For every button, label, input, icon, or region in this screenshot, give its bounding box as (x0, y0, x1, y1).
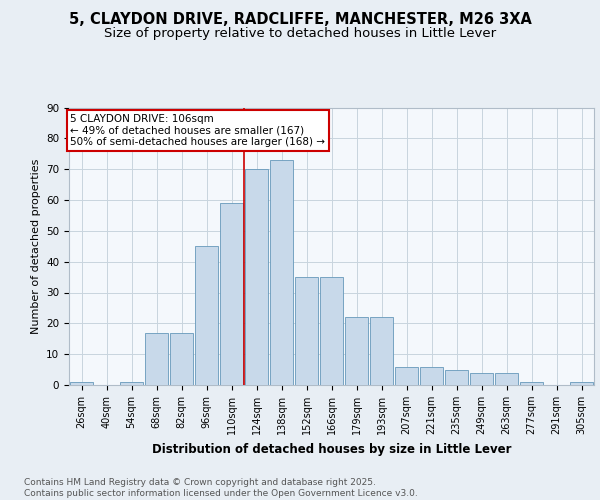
Bar (495, 372, 518, 385)
Bar (195, 246, 218, 385)
Bar (470, 372, 493, 385)
Bar (145, 332, 168, 385)
Y-axis label: Number of detached properties: Number of detached properties (31, 158, 41, 334)
Bar (370, 317, 393, 385)
Bar (420, 366, 443, 385)
X-axis label: Distribution of detached houses by size in Little Lever: Distribution of detached houses by size … (152, 442, 511, 456)
Bar (445, 370, 468, 385)
Bar (295, 277, 318, 385)
Bar (245, 169, 268, 385)
Text: 5, CLAYDON DRIVE, RADCLIFFE, MANCHESTER, M26 3XA: 5, CLAYDON DRIVE, RADCLIFFE, MANCHESTER,… (68, 12, 532, 28)
Bar (270, 160, 293, 385)
Bar (70, 382, 93, 385)
Bar (345, 317, 368, 385)
Bar (570, 382, 593, 385)
Bar (320, 277, 343, 385)
Text: Size of property relative to detached houses in Little Lever: Size of property relative to detached ho… (104, 28, 496, 40)
Bar (520, 382, 543, 385)
Bar (120, 382, 143, 385)
Text: Contains HM Land Registry data © Crown copyright and database right 2025.
Contai: Contains HM Land Registry data © Crown c… (24, 478, 418, 498)
Bar (395, 366, 418, 385)
Bar (170, 332, 193, 385)
Bar (220, 203, 243, 385)
Text: 5 CLAYDON DRIVE: 106sqm
← 49% of detached houses are smaller (167)
50% of semi-d: 5 CLAYDON DRIVE: 106sqm ← 49% of detache… (70, 114, 325, 147)
